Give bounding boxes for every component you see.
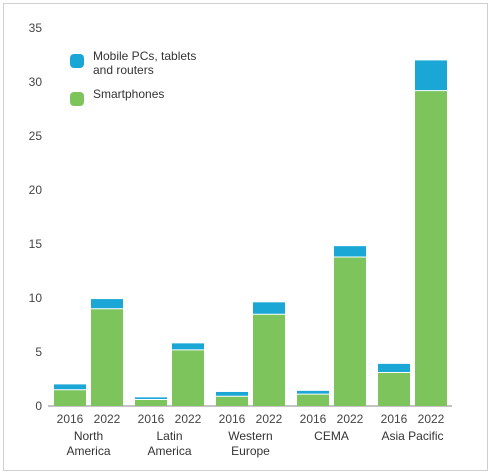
- y-tick-label: 20: [29, 183, 43, 197]
- y-tick-label: 25: [29, 129, 43, 143]
- bar-smartphones: [297, 394, 329, 406]
- bar-mobile-pcs: [334, 246, 366, 257]
- y-tick-label: 0: [35, 399, 42, 413]
- bar-mobile-pcs: [216, 391, 248, 397]
- legend-swatch: [70, 92, 84, 106]
- bar-smartphones: [334, 256, 366, 406]
- bar-mobile-pcs: [54, 384, 86, 390]
- bar-smartphones: [216, 396, 248, 406]
- y-tick-label: 30: [29, 75, 43, 89]
- bar-smartphones: [415, 90, 447, 406]
- x-tick-year-label: 2016: [219, 412, 246, 426]
- bar-smartphones: [378, 372, 410, 406]
- bar-mobile-pcs: [91, 299, 123, 309]
- bar-mobile-pcs: [172, 343, 204, 350]
- x-tick-year-label: 2016: [381, 412, 408, 426]
- y-tick-label: 35: [29, 21, 43, 35]
- bar-mobile-pcs: [253, 302, 285, 315]
- y-tick-label: 10: [29, 291, 43, 305]
- bar-mobile-pcs: [297, 390, 329, 395]
- region-label: North: [74, 429, 103, 443]
- legend-label: Mobile PCs, tablets: [93, 49, 196, 63]
- y-tick-label: 5: [35, 345, 42, 359]
- bar-smartphones: [54, 389, 86, 406]
- region-label: Western: [228, 429, 272, 443]
- region-label: America: [66, 444, 110, 458]
- bar-smartphones: [253, 314, 285, 406]
- bar-smartphones: [135, 399, 167, 406]
- legend-label: Smartphones: [93, 87, 164, 101]
- x-tick-year-label: 2022: [337, 412, 364, 426]
- x-tick-year-label: 2016: [138, 412, 165, 426]
- region-label: Europe: [231, 444, 270, 458]
- x-tick-year-label: 2022: [256, 412, 283, 426]
- legend-label: and routers: [93, 63, 154, 77]
- region-label: CEMA: [314, 429, 349, 443]
- x-tick-year-label: 2016: [300, 412, 327, 426]
- bar-mobile-pcs: [135, 397, 167, 400]
- legend-swatch: [70, 54, 84, 68]
- bar-smartphones: [172, 349, 204, 406]
- bar-smartphones: [91, 308, 123, 406]
- region-label: Asia Pacific: [381, 429, 443, 443]
- bar-mobile-pcs: [415, 60, 447, 91]
- x-tick-year-label: 2022: [418, 412, 445, 426]
- bar-mobile-pcs: [378, 363, 410, 373]
- x-tick-year-label: 2022: [94, 412, 121, 426]
- x-tick-year-label: 2022: [175, 412, 202, 426]
- region-label: America: [147, 444, 191, 458]
- x-tick-year-label: 2016: [57, 412, 84, 426]
- region-label: Latin: [156, 429, 182, 443]
- y-tick-label: 15: [29, 237, 43, 251]
